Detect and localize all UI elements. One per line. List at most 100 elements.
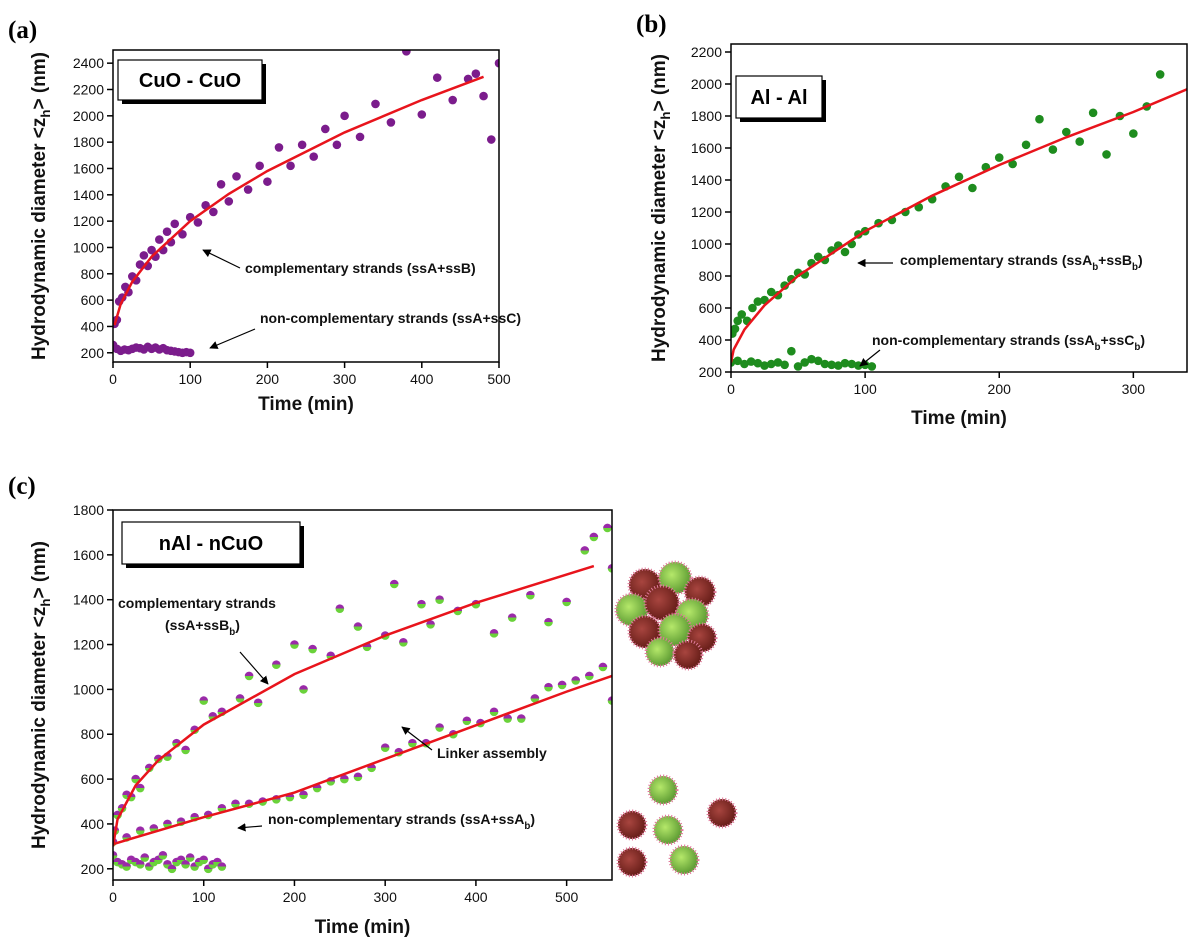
plot-frame (112, 49, 500, 363)
data-point (827, 360, 836, 370)
annotation: non-complementary strands (ssAb+ssCb) (872, 332, 1145, 353)
data-point (780, 281, 789, 290)
data-point (224, 197, 234, 206)
data-point (1021, 140, 1031, 150)
x-tick-label: 500 (555, 889, 579, 905)
data-point (544, 617, 553, 627)
text-part: non-complementary strands (ssA (872, 332, 1095, 348)
data-point (355, 132, 365, 142)
data-point (340, 111, 349, 121)
data-point (840, 247, 850, 257)
y-tick-label: 1000 (73, 681, 104, 697)
x-tick-label: 300 (333, 371, 357, 387)
data-point (417, 110, 427, 119)
data-point (1008, 159, 1017, 169)
y-tick-label: 1400 (73, 187, 104, 203)
subscript: h (38, 110, 53, 118)
data-point (235, 694, 245, 703)
data-point (135, 860, 145, 869)
text-part: complementary strands (ssA (900, 252, 1092, 268)
data-point (489, 707, 499, 717)
fit-line (731, 88, 1187, 363)
data-point (1075, 137, 1085, 146)
data-point (740, 359, 749, 369)
data-point (193, 218, 203, 227)
y-tick-label: 400 (81, 318, 105, 334)
annotation: (ssA+ssBb) (165, 617, 240, 638)
data-point (1155, 70, 1165, 79)
y-tick-label: 1400 (73, 592, 104, 608)
data-point (155, 235, 164, 244)
data-point (389, 579, 399, 589)
data-point (263, 177, 272, 186)
text-part: non-complementary strands (ssA+ssA (268, 811, 524, 827)
fit-line (113, 75, 484, 326)
data-point (753, 358, 763, 368)
data-point (526, 590, 535, 600)
data-point (286, 161, 295, 171)
data-point (800, 358, 810, 367)
x-tick-label: 100 (179, 371, 203, 387)
data-point (598, 662, 608, 672)
annotation-arrow (401, 726, 433, 751)
data-point (135, 783, 145, 793)
subscript: b (1092, 262, 1098, 273)
data-point (135, 260, 145, 269)
text-part: +ssB (1098, 252, 1132, 268)
text-part: > (nm) (29, 52, 50, 110)
data-point (178, 230, 187, 239)
data-point (122, 862, 131, 871)
data-point (335, 604, 345, 613)
data-point (353, 772, 363, 782)
data-point (840, 358, 850, 368)
y-tick-label: 1000 (73, 239, 104, 255)
data-point (408, 738, 417, 748)
data-point (479, 91, 488, 101)
data-point (820, 359, 830, 369)
data-point (486, 135, 496, 144)
data-point (232, 172, 241, 181)
data-point (867, 362, 877, 371)
plot-area (113, 50, 499, 358)
data-point (371, 99, 380, 109)
chart-panel: (b) 0 100 200 300 200 400 600 800 1000 1200 1400 160… (636, 11, 1188, 429)
text-part: ) (1138, 252, 1143, 268)
y-tick-label: 1000 (691, 236, 722, 252)
data-point (733, 316, 743, 326)
data-point (847, 359, 857, 369)
y-tick-label: 800 (699, 268, 723, 284)
annotation-arrow (209, 328, 256, 349)
data-point (766, 359, 776, 369)
data-point (199, 855, 209, 865)
data-point (833, 361, 843, 370)
y-tick-label: 1800 (73, 502, 104, 518)
data-point (432, 73, 442, 82)
chart-panel: (a) 0 100 200 300 400 500 200 400 600 800 1000 1200 1… (8, 17, 521, 415)
data-point (589, 532, 599, 542)
data-point (733, 356, 743, 366)
data-point (185, 348, 195, 358)
data-point (530, 694, 540, 703)
data-point (954, 172, 964, 182)
plot-frame (112, 509, 613, 881)
box-label: nAl - nCuO (159, 533, 263, 555)
text-part: non-complementary strands (ssA+ssC) (260, 310, 521, 326)
plot-frame (730, 43, 1188, 373)
y-tick-label: 2200 (73, 81, 104, 97)
data-point (813, 356, 823, 366)
data-point (787, 346, 796, 356)
data-point (766, 287, 776, 297)
y-axis-title: Hydrodynamic diameter <zh> (nm) (649, 54, 673, 362)
data-point (162, 227, 172, 236)
data-point (807, 354, 816, 364)
data-point (780, 360, 789, 370)
annotation-arrow (202, 249, 241, 269)
text-part: (ssA+ssB (165, 617, 229, 633)
text-part: +ssC (1100, 332, 1134, 348)
y-axis-title: Hydrodynamic diameter <zh> (nm) (29, 541, 53, 849)
data-point (760, 361, 769, 370)
data-point (731, 324, 740, 334)
nanoparticles-dispersed (616, 774, 738, 878)
data-point (216, 179, 226, 189)
y-tick-label: 1800 (73, 134, 104, 150)
